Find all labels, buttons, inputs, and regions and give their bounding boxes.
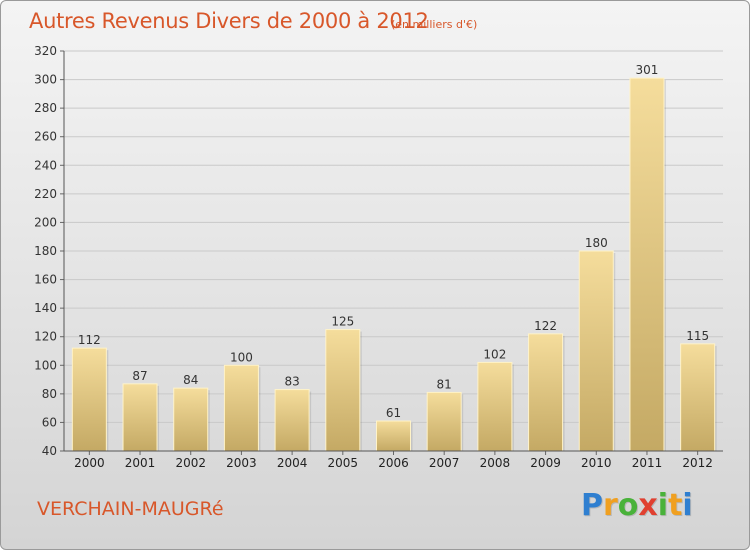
y-tick-label: 240	[34, 158, 57, 172]
x-tick-label: 2006	[378, 456, 409, 470]
y-tick-label: 40	[42, 444, 57, 458]
bar-value-label: 100	[230, 350, 253, 364]
x-tick-label: 2008	[480, 456, 511, 470]
bar	[376, 420, 411, 452]
x-tick-label: 2012	[682, 456, 713, 470]
y-tick-label: 220	[34, 187, 57, 201]
bar-value-label: 122	[534, 319, 557, 333]
bar	[426, 391, 462, 452]
y-tick-label: 300	[34, 73, 57, 87]
bar-value-label: 84	[183, 373, 198, 387]
bar	[325, 329, 361, 452]
x-tick-label: 2004	[277, 456, 308, 470]
logo-letter: x	[638, 488, 658, 523]
bar-value-label: 61	[386, 406, 401, 420]
logo-letter: o	[617, 488, 639, 523]
y-tick-label: 140	[34, 301, 57, 315]
bar-value-label: 180	[585, 236, 608, 250]
bar	[528, 333, 564, 452]
x-tick-label: 2007	[429, 456, 460, 470]
x-tick-label: 2011	[632, 456, 663, 470]
bar	[71, 347, 107, 452]
x-tick-label: 2009	[530, 456, 561, 470]
proxiti-logo: Proxiti	[581, 488, 693, 523]
chart-title: Autres Revenus Divers de 2000 à 2012	[29, 9, 429, 33]
bar	[629, 77, 665, 452]
bar-value-label: 301	[636, 63, 659, 77]
y-tick-label: 60	[42, 415, 57, 429]
x-tick-label: 2002	[175, 456, 206, 470]
bar	[122, 383, 158, 452]
bar-value-label: 81	[437, 377, 452, 391]
bar	[173, 387, 209, 452]
y-tick-label: 100	[34, 358, 57, 372]
x-tick-label: 2005	[328, 456, 359, 470]
logo-letter: i	[682, 488, 693, 523]
y-tick-label: 200	[34, 215, 57, 229]
x-tick-label: 2003	[226, 456, 257, 470]
x-tick-label: 2001	[125, 456, 156, 470]
x-tick-label: 2010	[581, 456, 612, 470]
bar-value-label: 112	[78, 333, 101, 347]
bar-value-label: 87	[132, 369, 147, 383]
y-tick-label: 260	[34, 130, 57, 144]
bar	[223, 364, 259, 452]
y-tick-label: 160	[34, 273, 57, 287]
x-tick-label: 2000	[74, 456, 105, 470]
bar-value-label: 102	[483, 347, 506, 361]
logo-letter: t	[668, 488, 683, 523]
y-tick-label: 280	[34, 101, 57, 115]
bar-value-label: 115	[686, 329, 709, 343]
bar	[274, 389, 310, 452]
bar	[680, 343, 716, 452]
logo-letter: r	[603, 488, 618, 523]
bar	[578, 250, 614, 452]
y-tick-label: 180	[34, 244, 57, 258]
bar	[477, 361, 513, 452]
commune-name: VERCHAIN-MAUGRé	[37, 498, 224, 520]
bar-value-label: 83	[284, 375, 299, 389]
logo-letter: i	[657, 488, 669, 523]
logo-letter: P	[581, 488, 603, 523]
y-tick-label: 120	[34, 330, 57, 344]
chart-subtitle: (en milliers d'€)	[391, 18, 478, 31]
y-tick-label: 320	[34, 44, 57, 58]
y-tick-label: 80	[42, 387, 57, 401]
bar-value-label: 125	[331, 315, 354, 329]
